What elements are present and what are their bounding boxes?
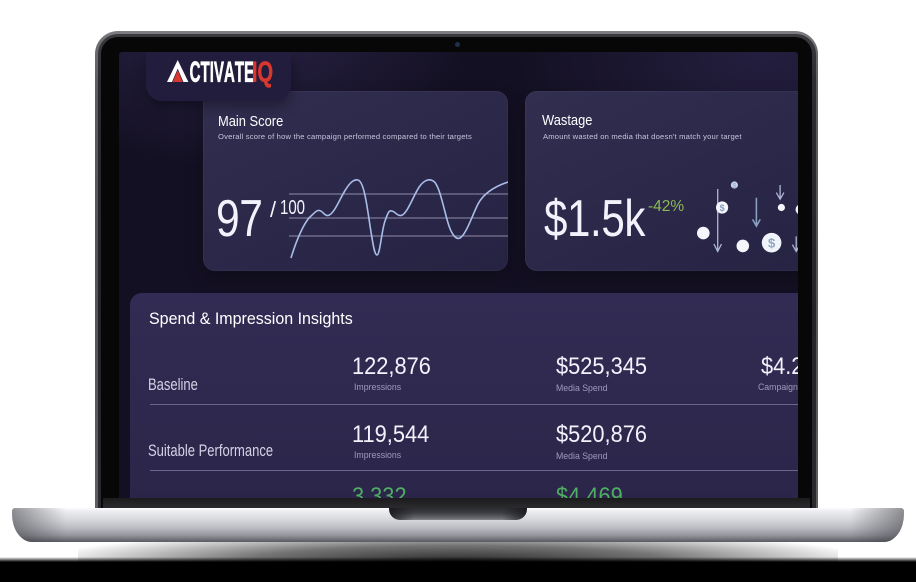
svg-text:$: $ bbox=[768, 236, 776, 251]
svg-text:$: $ bbox=[720, 203, 725, 213]
svg-text:$: $ bbox=[732, 183, 736, 190]
